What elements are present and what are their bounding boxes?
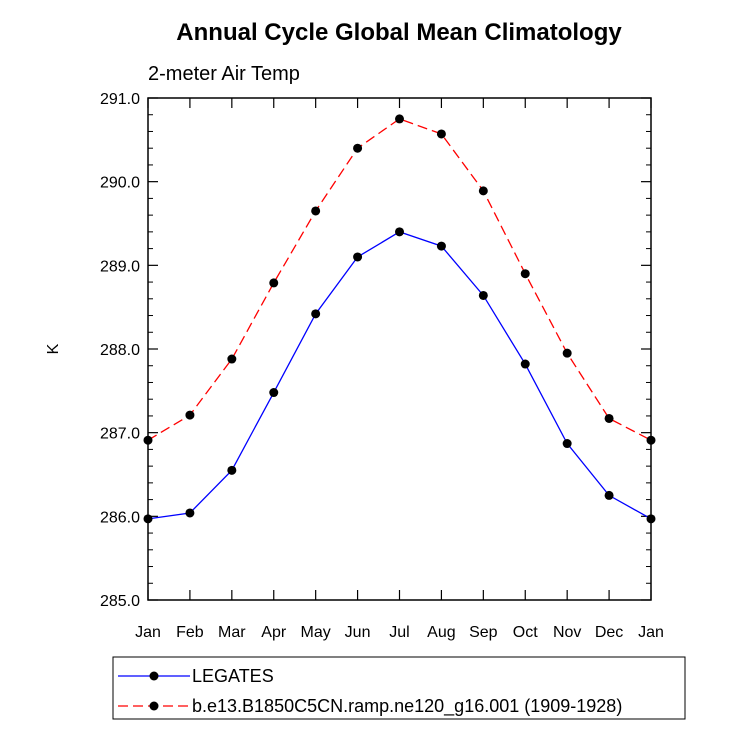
y-tick-label: 290.0 — [100, 175, 140, 192]
series-1-point — [269, 388, 279, 398]
x-tick-label: Jul — [389, 624, 409, 641]
x-tick-label: Jan — [638, 624, 664, 641]
series-2-point — [143, 435, 153, 445]
series-2-point — [520, 269, 530, 279]
series-2-point — [269, 278, 279, 288]
x-tick-label: Apr — [261, 624, 287, 641]
series-1-point — [353, 252, 363, 262]
y-tick-label: 287.0 — [100, 426, 140, 443]
series-2-point — [185, 410, 195, 420]
legend-box — [112, 656, 686, 720]
x-tick-label: Oct — [513, 624, 538, 641]
x-tick-label: May — [301, 624, 331, 641]
series-2-point — [311, 206, 321, 216]
series-1-point — [520, 359, 530, 369]
series-1-point — [227, 465, 237, 475]
plot-area: 285.0 286.0 287.0 288.0 289.0 290.0 291.0 Jan Fe… — [100, 91, 664, 641]
series-1-point — [562, 439, 572, 449]
x-tick-label: Sep — [469, 624, 498, 641]
series-1-point — [478, 290, 488, 300]
series-line-2 — [147, 118, 652, 441]
legend-label-2: b.e13.B1850C5CN.ramp.ne120_g16.001 (1909… — [192, 696, 622, 717]
series-1-point — [395, 227, 404, 237]
series-1-point — [646, 514, 656, 524]
legend-label-1: LEGATES — [192, 666, 274, 686]
series-2-point — [604, 413, 614, 423]
y-tick-label: 285.0 — [100, 593, 140, 610]
chart-title: Annual Cycle Global Mean Climatology — [176, 19, 622, 46]
legend-marker-2 — [149, 701, 159, 711]
series-2-point — [395, 114, 404, 124]
y-tick-label: 289.0 — [100, 258, 140, 275]
y-tick-label: 288.0 — [100, 342, 140, 359]
y-tick-label: 286.0 — [100, 509, 140, 526]
chart-subtitle: 2-meter Air Temp — [148, 63, 300, 85]
x-tick-label: Mar — [218, 624, 246, 641]
x-tick-label: Nov — [553, 624, 581, 641]
plot-frame — [147, 97, 652, 601]
series-2-point — [353, 143, 363, 153]
series-2-point — [562, 348, 572, 358]
x-tick-label: Dec — [595, 624, 623, 641]
series-1-point — [604, 490, 614, 500]
series-2-point — [646, 435, 656, 445]
series-2-point — [478, 186, 488, 196]
series-line-1 — [147, 231, 652, 520]
x-tick-label: Jan — [135, 624, 161, 641]
series-2-point — [227, 354, 237, 364]
legend-marker-1 — [149, 671, 159, 681]
y-axis-label: K — [45, 343, 62, 354]
series-1-point — [185, 508, 195, 518]
x-tick-label: Jun — [345, 624, 371, 641]
legend: LEGATES b.e13.B1850C5CN.ramp.ne120_g16.00… — [112, 656, 686, 720]
series-2-point — [436, 129, 446, 139]
y-tick-label: 291.0 — [100, 91, 140, 108]
x-tick-label: Feb — [176, 624, 204, 641]
series-1-point — [311, 309, 321, 319]
x-tick-label: Aug — [427, 624, 455, 641]
series-1-point — [143, 514, 153, 524]
series-1-point — [436, 241, 446, 251]
